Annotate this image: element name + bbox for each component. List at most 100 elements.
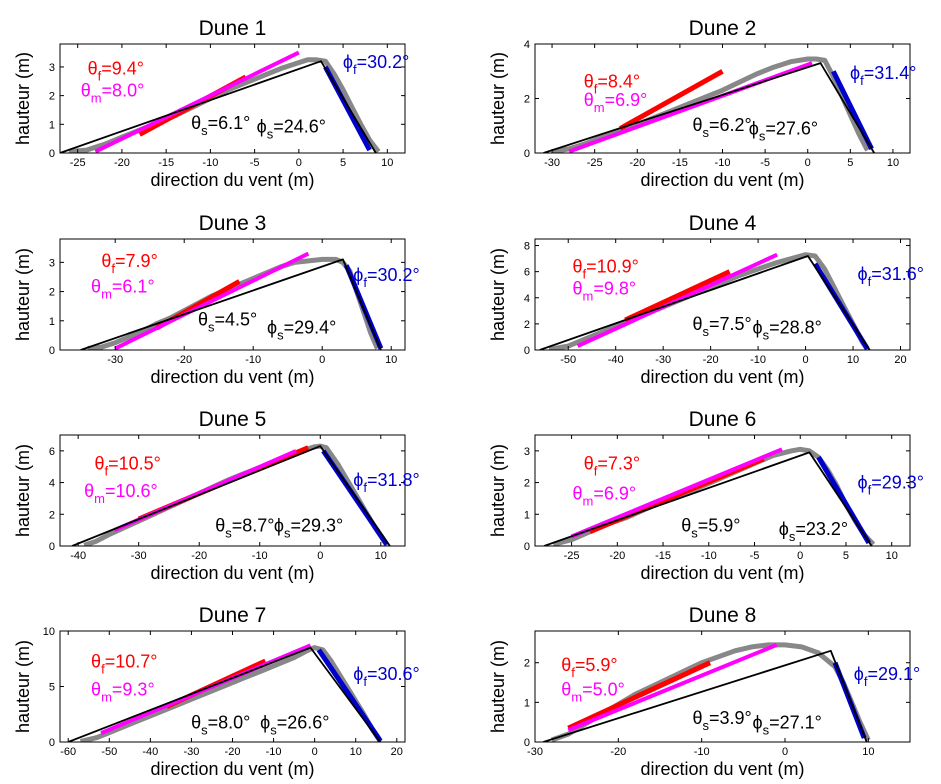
y-tick-label: 0 (49, 541, 55, 553)
y-tick-label: 2 (524, 319, 530, 331)
y-axis-label: hauteur (m) (13, 444, 33, 537)
annotation-theta_m: θm=6.9° (573, 483, 637, 508)
x-tick-label: 5 (843, 550, 849, 562)
x-tick-label: -10 (694, 746, 710, 758)
axes-box (534, 630, 911, 743)
annotation-theta_m: θm=9.8° (573, 279, 637, 304)
dune-panel-5: -40 -30 -20 -10 0 10 0 2 4 6 Dune 5 direction du ve… (13, 408, 420, 583)
x-tick-label: -30 (527, 746, 543, 758)
annotation-phi_f: ϕf=30.2° (343, 52, 409, 77)
x-axis-label: direction du vent (m) (640, 170, 804, 190)
chart-title: Dune 7 (199, 604, 267, 627)
y-tick-label: 3 (49, 62, 55, 74)
annotation-theta_f: θf=10.9° (573, 256, 639, 281)
y-axis-label: hauteur (m) (13, 52, 33, 145)
x-tick-label: -30 (655, 354, 671, 366)
series-simplified (543, 451, 873, 546)
series-fit_front (618, 69, 724, 131)
annotation-theta_m: θm=9.3° (91, 679, 155, 704)
annotation-theta_m: θm=8.0° (81, 80, 145, 105)
y-tick-label: 6 (49, 446, 55, 458)
axes-box (534, 434, 911, 547)
y-tick-label: 0 (524, 541, 530, 553)
y-tick-label: 8 (524, 241, 530, 253)
x-tick-label: 0 (312, 746, 318, 758)
chart-title: Dune 8 (689, 604, 757, 627)
x-tick-label: -20 (114, 157, 130, 169)
y-tick-label: 0 (49, 345, 55, 357)
y-tick-label: 5 (49, 682, 55, 694)
x-tick-label: -30 (107, 354, 123, 366)
annotation-phi_s: ϕs=27.1° (753, 713, 822, 738)
annotation-theta_m: θm=10.6° (84, 481, 158, 506)
x-axis-label: direction du vent (m) (640, 563, 804, 583)
x-tick-label: -20 (191, 550, 207, 562)
annotation-phi_s: ϕs=29.4° (267, 317, 336, 342)
y-tick-label: 1 (49, 316, 55, 328)
annotation-theta_s: θs=3.9° (693, 708, 752, 733)
x-axis-label: direction du vent (m) (150, 170, 314, 190)
annotation-theta_s: θs=5.9° (681, 516, 740, 541)
x-tick-label: -30 (544, 157, 560, 169)
x-axis-label: direction du vent (m) (640, 367, 804, 387)
x-tick-label: -25 (587, 157, 603, 169)
dune-panel-7: -60 -50 -40 -30 -20 -10 0 10 20 0 5 10 Dune 7 directi… (13, 604, 420, 779)
annotation-phi_s: ϕs=26.6° (260, 713, 329, 738)
x-axis-label: direction du vent (m) (150, 759, 314, 779)
annotation-phi_f: ϕf=29.3° (858, 472, 924, 497)
x-tick-label: 0 (803, 354, 809, 366)
x-tick-label: -15 (672, 157, 688, 169)
x-tick-label: 0 (296, 157, 302, 169)
series-fit_front (567, 660, 712, 731)
series-lee (831, 70, 874, 151)
dune-panel-4: -50 -40 -30 -20 -10 0 10 20 0 2 4 6 8 Dune 4 direction… (488, 212, 924, 387)
x-tick-label: -25 (564, 550, 580, 562)
x-tick-label: -15 (655, 550, 671, 562)
dune-panel-3: -30 -20 -10 0 10 0 1 2 3 Dune 3 direction du vent … (13, 212, 420, 387)
x-tick-label: 10 (350, 746, 362, 758)
x-axis-label: direction du vent (m) (640, 759, 804, 779)
chart-title: Dune 4 (689, 212, 757, 235)
x-tick-label: -10 (715, 157, 731, 169)
annotation-phi_s: ϕs=23.2° (779, 519, 848, 544)
annotation-phi_f: ϕf=31.6° (858, 264, 924, 289)
x-tick-label: -20 (703, 354, 719, 366)
x-tick-label: -40 (608, 354, 624, 366)
y-tick-label: 10 (43, 626, 55, 638)
x-tick-label: -10 (266, 746, 282, 758)
x-tick-label: 0 (797, 550, 803, 562)
x-tick-label: 5 (847, 157, 853, 169)
x-tick-label: 10 (887, 157, 899, 169)
annotation-theta_s: θs=6.1° (191, 113, 250, 138)
x-tick-label: -40 (70, 550, 86, 562)
x-tick-label: -20 (629, 157, 645, 169)
series-simplified (60, 60, 377, 153)
x-tick-label: -50 (560, 354, 576, 366)
x-tick-label: -5 (750, 550, 760, 562)
dune-panel-1: -25 -20 -15 -10 -5 0 5 10 0 1 2 3 Dune 1 direction du… (13, 17, 409, 190)
series-fit_mean (570, 447, 783, 539)
series-fit_mean (567, 643, 778, 732)
y-tick-label: 2 (49, 91, 55, 103)
series-lee (316, 648, 383, 742)
annotation-phi_f: ϕf=30.2° (353, 265, 419, 290)
y-tick-label: 1 (524, 509, 530, 521)
chart-title: Dune 6 (689, 408, 757, 431)
y-tick-label: 0 (524, 345, 530, 357)
series-group (67, 643, 383, 742)
y-axis-label: hauteur (m) (488, 640, 508, 733)
y-tick-label: 2 (524, 94, 530, 106)
series-fit_mean (576, 252, 778, 348)
y-tick-label: 1 (524, 697, 530, 709)
annotation-theta_s: θs=8.7° (215, 516, 274, 541)
annotation-phi_f: ϕf=31.4° (850, 63, 916, 88)
annotation-phi_s: ϕs=28.8° (753, 317, 822, 342)
series-fit_mean (114, 251, 310, 350)
series-fit_front (624, 269, 731, 323)
series-simplified (539, 255, 871, 350)
x-tick-label: 10 (375, 550, 387, 562)
x-tick-label: -30 (183, 746, 199, 758)
dune-panel-6: -25 -20 -15 -10 -5 0 5 10 0 1 2 3 Dune 6 direction du… (488, 408, 924, 583)
dune-panel-8: -30 -20 -10 0 10 0 1 2 Dune 8 direction du vent (… (488, 604, 920, 779)
annotation-theta_m: θm=6.1° (91, 276, 155, 301)
